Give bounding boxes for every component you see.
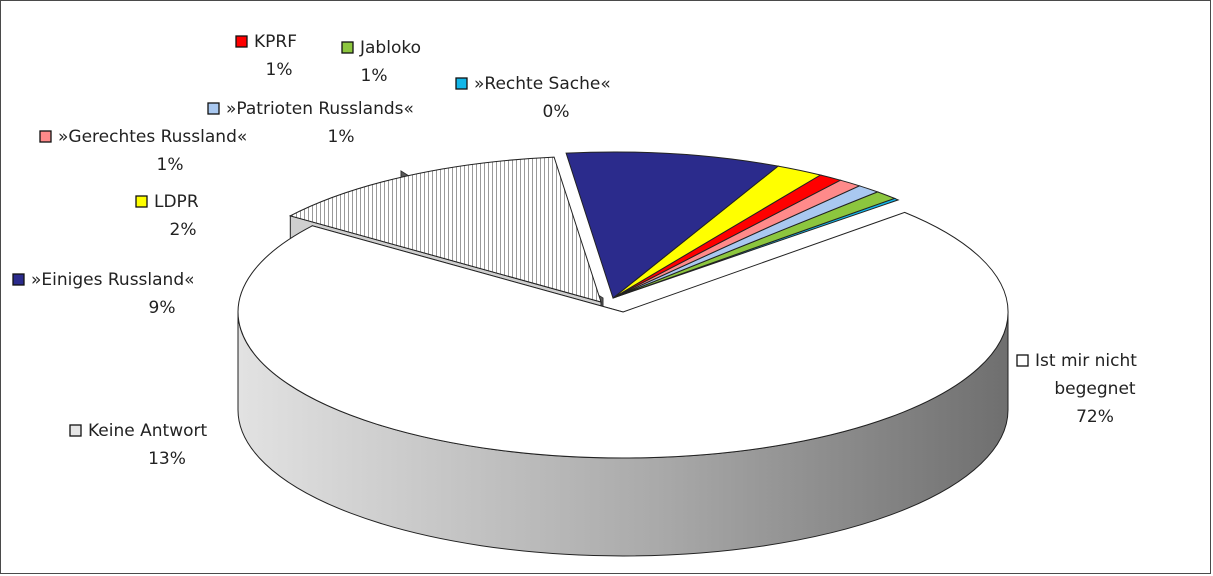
- slice-label-text: KPRF: [254, 32, 297, 52]
- slice-value-label: 2%: [170, 220, 197, 240]
- pie-slice-top: [237, 211, 1009, 459]
- legend-swatch: [1016, 354, 1029, 367]
- legend-swatch: [235, 35, 248, 48]
- slice-label-text: begegnet: [1054, 379, 1136, 399]
- slice-value-label: 72%: [1076, 407, 1114, 427]
- legend-swatch: [207, 102, 220, 115]
- slice-label-text: »Patrioten Russlands«: [226, 99, 414, 119]
- pie-slice-top: [288, 156, 602, 303]
- slice-label-text: LDPR: [154, 192, 199, 212]
- legend-swatch: [39, 130, 52, 143]
- legend-swatch: [455, 77, 468, 90]
- pie-slice: [237, 211, 1009, 557]
- slice-value-label: 1%: [361, 66, 388, 86]
- slice-label-text: Jabloko: [359, 38, 421, 58]
- legend-label: Ist mir nicht begegnet 72%: [1016, 351, 1137, 427]
- legend-label: »Einiges Russland« 9%: [12, 270, 195, 318]
- slice-label-text: Keine Antwort: [88, 421, 207, 441]
- legend-swatch: [12, 273, 25, 286]
- slice-value-label: 9%: [149, 298, 176, 318]
- legend-swatch: [69, 424, 82, 437]
- slice-label-text: »Einiges Russland«: [31, 270, 195, 290]
- legend-swatch: [341, 41, 354, 54]
- pie-slice-top: [565, 151, 780, 299]
- slice-value-label: 1%: [328, 127, 355, 147]
- legend-label: »Rechte Sache« 0%: [455, 74, 611, 122]
- slice-value-label: 0%: [543, 102, 570, 122]
- slice-label-text: Ist mir nicht: [1035, 351, 1137, 371]
- legend-label: »Patrioten Russlands« 1%: [207, 99, 414, 147]
- pie-slice: [565, 151, 780, 299]
- slice-value-label: 1%: [266, 60, 293, 80]
- legend-label: »Gerechtes Russland« 1%: [39, 127, 247, 175]
- slice-label-text: »Rechte Sache«: [474, 74, 611, 94]
- legend-label: KPRF 1%: [235, 32, 297, 80]
- legend-label: Jabloko 1%: [341, 38, 421, 86]
- slice-label-text: »Gerechtes Russland«: [58, 127, 247, 147]
- legend-label: LDPR 2%: [135, 192, 199, 240]
- slice-value-label: 13%: [148, 449, 186, 469]
- slice-value-label: 1%: [157, 155, 184, 175]
- legend-swatch: [135, 195, 148, 208]
- legend-label: Keine Antwort 13%: [69, 421, 207, 469]
